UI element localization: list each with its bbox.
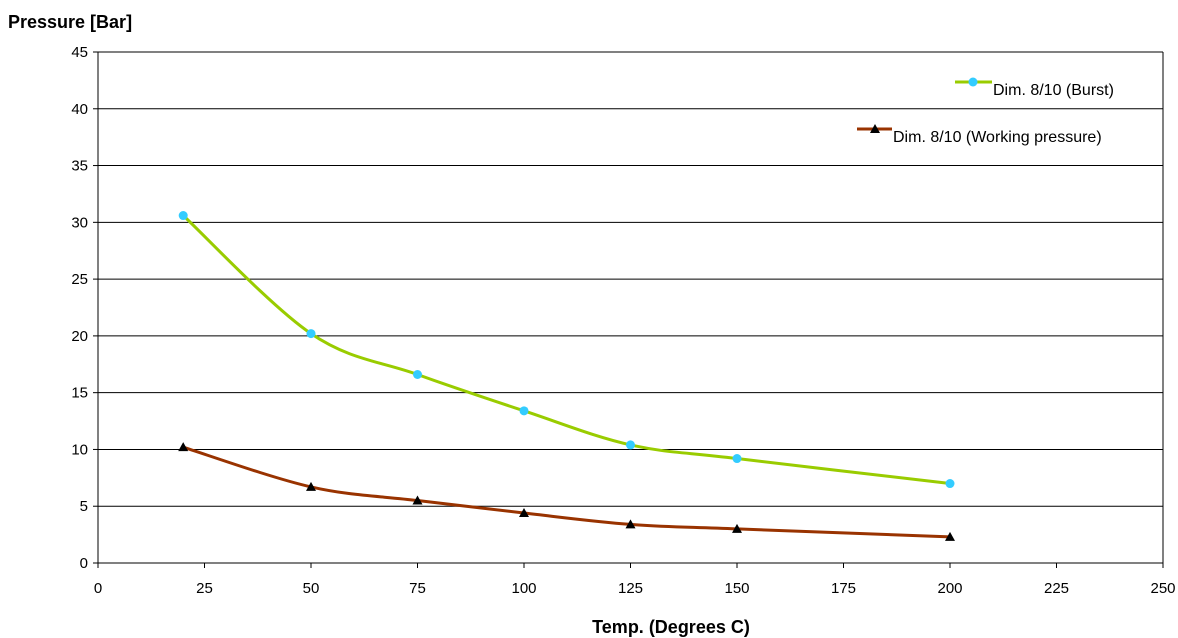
data-point bbox=[945, 531, 955, 541]
data-point bbox=[178, 442, 189, 452]
data-point bbox=[413, 369, 422, 379]
series-line-1 bbox=[181, 445, 952, 539]
series-lines bbox=[181, 214, 952, 539]
x-tick-label: 125 bbox=[618, 580, 643, 597]
x-tick-label: 225 bbox=[1044, 580, 1069, 597]
y-tick-label: 10 bbox=[71, 441, 88, 458]
data-point bbox=[945, 479, 955, 489]
y-tick-label: 45 bbox=[71, 44, 88, 61]
axes bbox=[93, 51, 1164, 568]
y-tick-label: 15 bbox=[71, 385, 88, 402]
y-tick-label: 0 bbox=[80, 555, 88, 572]
data-point bbox=[732, 523, 742, 533]
y-tick-label: 20 bbox=[71, 328, 88, 345]
series-markers bbox=[178, 211, 955, 541]
data-point bbox=[626, 440, 635, 450]
x-axis-title: Temp. (Degrees C) bbox=[592, 617, 750, 637]
y-axis-title: Pressure [Bar] bbox=[8, 12, 132, 32]
x-tick-label: 0 bbox=[94, 580, 102, 597]
data-point bbox=[519, 406, 529, 416]
legend-marker-1 bbox=[870, 124, 880, 133]
x-tick-label: 200 bbox=[937, 580, 962, 597]
y-tick-labels: 0 5 10 15 20 25 30 35 40 45 bbox=[71, 44, 88, 572]
x-tick-label: 75 bbox=[409, 580, 426, 597]
data-point bbox=[519, 508, 529, 518]
data-point bbox=[732, 454, 742, 464]
x-tick-label: 250 bbox=[1150, 580, 1175, 597]
data-point bbox=[625, 519, 636, 529]
y-tick-label: 35 bbox=[71, 158, 88, 175]
y-tick-label: 30 bbox=[71, 214, 88, 231]
x-tick-label: 50 bbox=[303, 580, 320, 597]
data-point bbox=[306, 329, 316, 339]
legend-label-1: Dim. 8/10 (Working pressure) bbox=[893, 129, 1102, 146]
x-tick-label: 25 bbox=[196, 580, 213, 597]
gridlines bbox=[98, 51, 1163, 507]
series-line-0 bbox=[181, 214, 952, 486]
data-point bbox=[412, 495, 423, 505]
legend-marker-0 bbox=[968, 77, 978, 87]
legend: Dim. 8/10 (Burst) Dim. 8/10 (Working pres… bbox=[857, 77, 1114, 146]
x-tick-labels: 0 25 50 75 100 125 150 175 200 225 250 bbox=[94, 580, 1176, 597]
data-point bbox=[306, 481, 316, 491]
x-tick-label: 175 bbox=[831, 580, 856, 597]
y-tick-label: 25 bbox=[71, 271, 88, 288]
x-tick-label: 100 bbox=[511, 580, 536, 597]
y-tick-label: 5 bbox=[80, 498, 88, 515]
x-tick-label: 150 bbox=[724, 580, 749, 597]
data-point bbox=[178, 211, 188, 221]
y-tick-label: 40 bbox=[71, 101, 88, 118]
legend-label-0: Dim. 8/10 (Burst) bbox=[993, 82, 1114, 99]
